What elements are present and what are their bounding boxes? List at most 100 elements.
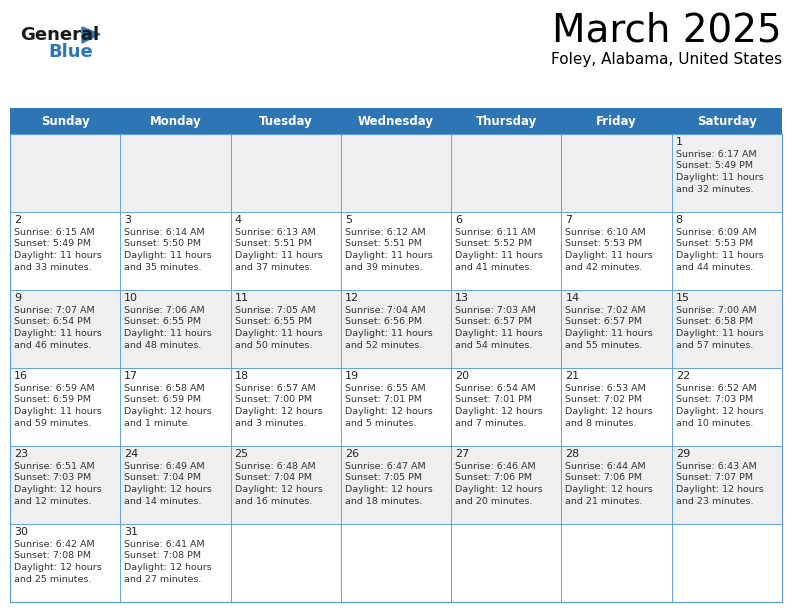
Text: 30: 30	[14, 527, 28, 537]
Text: Sunset: 6:59 PM: Sunset: 6:59 PM	[14, 395, 91, 405]
Bar	[120, 524, 230, 602]
Text: Sunrise: 6:46 AM: Sunrise: 6:46 AM	[455, 462, 535, 471]
Text: General: General	[20, 26, 99, 44]
Text: Sunrise: 6:43 AM: Sunrise: 6:43 AM	[676, 462, 756, 471]
Text: Saturday: Saturday	[697, 114, 757, 127]
Text: Sunset: 5:53 PM: Sunset: 5:53 PM	[565, 239, 642, 248]
Text: Daylight: 11 hours: Daylight: 11 hours	[234, 251, 322, 260]
Text: Sunrise: 7:05 AM: Sunrise: 7:05 AM	[234, 306, 315, 315]
Text: Daylight: 12 hours: Daylight: 12 hours	[234, 407, 322, 416]
Bar	[562, 368, 672, 446]
Text: Sunset: 7:05 PM: Sunset: 7:05 PM	[345, 474, 422, 482]
Text: Sunrise: 6:52 AM: Sunrise: 6:52 AM	[676, 384, 756, 393]
Text: Sunrise: 6:10 AM: Sunrise: 6:10 AM	[565, 228, 646, 237]
Text: Sunday: Sunday	[40, 114, 89, 127]
Text: Sunrise: 6:17 AM: Sunrise: 6:17 AM	[676, 150, 756, 159]
Bar	[10, 524, 120, 602]
Text: Sunset: 7:08 PM: Sunset: 7:08 PM	[124, 551, 201, 561]
Text: 4: 4	[234, 215, 242, 225]
Text: and 8 minutes.: and 8 minutes.	[565, 419, 637, 428]
Bar	[120, 212, 230, 290]
Text: Sunset: 7:01 PM: Sunset: 7:01 PM	[345, 395, 422, 405]
Text: 13: 13	[455, 293, 469, 303]
Bar	[341, 290, 451, 368]
Text: Sunrise: 7:02 AM: Sunrise: 7:02 AM	[565, 306, 646, 315]
Text: Sunset: 5:51 PM: Sunset: 5:51 PM	[234, 239, 311, 248]
Text: Sunrise: 6:48 AM: Sunrise: 6:48 AM	[234, 462, 315, 471]
Text: Daylight: 11 hours: Daylight: 11 hours	[676, 173, 763, 182]
Text: Sunrise: 6:51 AM: Sunrise: 6:51 AM	[14, 462, 94, 471]
Text: Sunrise: 6:09 AM: Sunrise: 6:09 AM	[676, 228, 756, 237]
Text: Foley, Alabama, United States: Foley, Alabama, United States	[551, 52, 782, 67]
Text: Sunset: 7:06 PM: Sunset: 7:06 PM	[565, 474, 642, 482]
Text: and 59 minutes.: and 59 minutes.	[14, 419, 91, 428]
Text: 19: 19	[345, 371, 359, 381]
Text: Sunset: 6:55 PM: Sunset: 6:55 PM	[234, 318, 311, 326]
Text: 10: 10	[124, 293, 139, 303]
Text: 9: 9	[14, 293, 21, 303]
Text: Daylight: 12 hours: Daylight: 12 hours	[14, 485, 101, 494]
Text: Daylight: 11 hours: Daylight: 11 hours	[234, 329, 322, 338]
Text: Daylight: 11 hours: Daylight: 11 hours	[345, 329, 432, 338]
Text: and 7 minutes.: and 7 minutes.	[455, 419, 527, 428]
Text: Sunrise: 7:04 AM: Sunrise: 7:04 AM	[345, 306, 425, 315]
Text: Sunset: 5:49 PM: Sunset: 5:49 PM	[14, 239, 91, 248]
Text: Sunrise: 7:00 AM: Sunrise: 7:00 AM	[676, 306, 756, 315]
Text: Sunset: 7:03 PM: Sunset: 7:03 PM	[14, 474, 91, 482]
Text: Sunset: 6:57 PM: Sunset: 6:57 PM	[565, 318, 642, 326]
Text: Daylight: 12 hours: Daylight: 12 hours	[124, 407, 212, 416]
Bar	[451, 134, 562, 212]
Text: and 1 minute.: and 1 minute.	[124, 419, 191, 428]
Text: Daylight: 11 hours: Daylight: 11 hours	[676, 329, 763, 338]
Text: and 18 minutes.: and 18 minutes.	[345, 496, 422, 506]
Text: Daylight: 12 hours: Daylight: 12 hours	[676, 485, 763, 494]
Text: 31: 31	[124, 527, 139, 537]
Text: and 48 minutes.: and 48 minutes.	[124, 340, 202, 349]
Text: Sunset: 7:04 PM: Sunset: 7:04 PM	[234, 474, 311, 482]
Text: and 25 minutes.: and 25 minutes.	[14, 575, 91, 583]
Text: Daylight: 12 hours: Daylight: 12 hours	[455, 407, 543, 416]
Bar	[10, 290, 120, 368]
Text: Sunset: 7:01 PM: Sunset: 7:01 PM	[455, 395, 532, 405]
Bar	[672, 446, 782, 524]
Text: Sunset: 7:04 PM: Sunset: 7:04 PM	[124, 474, 201, 482]
Text: and 46 minutes.: and 46 minutes.	[14, 340, 91, 349]
Bar	[341, 134, 451, 212]
Bar	[672, 290, 782, 368]
Text: Sunrise: 6:59 AM: Sunrise: 6:59 AM	[14, 384, 94, 393]
Text: Daylight: 11 hours: Daylight: 11 hours	[565, 329, 653, 338]
Text: 22: 22	[676, 371, 690, 381]
Text: and 37 minutes.: and 37 minutes.	[234, 263, 312, 272]
Text: Daylight: 12 hours: Daylight: 12 hours	[124, 563, 212, 572]
Bar	[230, 134, 341, 212]
Text: 8: 8	[676, 215, 683, 225]
Text: and 33 minutes.: and 33 minutes.	[14, 263, 92, 272]
Text: and 57 minutes.: and 57 minutes.	[676, 340, 753, 349]
Text: Daylight: 11 hours: Daylight: 11 hours	[455, 329, 543, 338]
Text: and 3 minutes.: and 3 minutes.	[234, 419, 306, 428]
Text: 18: 18	[234, 371, 249, 381]
Text: Friday: Friday	[596, 114, 637, 127]
Bar	[341, 446, 451, 524]
Text: Daylight: 12 hours: Daylight: 12 hours	[565, 485, 653, 494]
Text: and 50 minutes.: and 50 minutes.	[234, 340, 312, 349]
Text: Sunrise: 6:42 AM: Sunrise: 6:42 AM	[14, 540, 94, 549]
Text: Sunrise: 6:44 AM: Sunrise: 6:44 AM	[565, 462, 646, 471]
Text: 11: 11	[234, 293, 249, 303]
Text: Sunset: 7:08 PM: Sunset: 7:08 PM	[14, 551, 91, 561]
Text: 27: 27	[455, 449, 470, 459]
Text: 12: 12	[345, 293, 359, 303]
Text: and 16 minutes.: and 16 minutes.	[234, 496, 312, 506]
Bar	[672, 212, 782, 290]
Text: Daylight: 11 hours: Daylight: 11 hours	[455, 251, 543, 260]
Text: Sunrise: 6:58 AM: Sunrise: 6:58 AM	[124, 384, 205, 393]
Text: Sunrise: 6:41 AM: Sunrise: 6:41 AM	[124, 540, 205, 549]
Text: 7: 7	[565, 215, 573, 225]
Text: Thursday: Thursday	[476, 114, 537, 127]
Bar	[10, 134, 782, 602]
Text: Daylight: 12 hours: Daylight: 12 hours	[565, 407, 653, 416]
Text: 17: 17	[124, 371, 139, 381]
Text: Sunset: 7:00 PM: Sunset: 7:00 PM	[234, 395, 311, 405]
Text: Sunrise: 7:07 AM: Sunrise: 7:07 AM	[14, 306, 94, 315]
Text: and 12 minutes.: and 12 minutes.	[14, 496, 91, 506]
